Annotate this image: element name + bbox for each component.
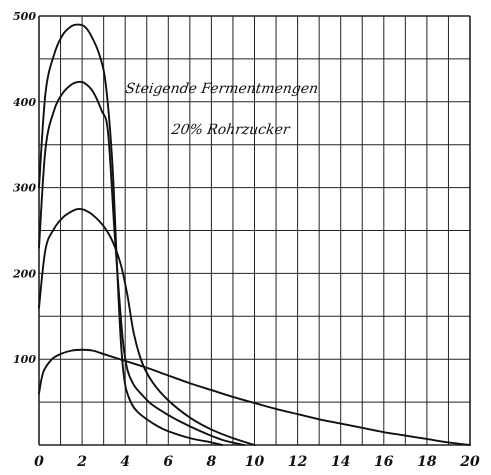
x-tick-label: 14 bbox=[331, 454, 350, 470]
x-tick-label: 4 bbox=[120, 454, 130, 470]
annotation-rohrzucker: 20% Rohrzucker bbox=[170, 122, 292, 138]
x-tick-label: 18 bbox=[417, 454, 437, 470]
y-tick-label: 500 bbox=[13, 10, 36, 23]
annotation-fermentmengen: Steigende Fermentmengen bbox=[124, 81, 319, 97]
series-line-1 bbox=[38, 23, 224, 446]
series-line-4 bbox=[38, 348, 471, 446]
x-tick-label: 10 bbox=[245, 454, 265, 470]
x-tick-label: 12 bbox=[288, 454, 308, 470]
y-tick-label: 100 bbox=[13, 353, 36, 366]
series-lines bbox=[38, 23, 471, 446]
x-tick-label: 20 bbox=[459, 454, 480, 470]
grid bbox=[38, 15, 471, 446]
x-tick-label: 6 bbox=[163, 454, 173, 470]
tick-labels: 0 2 4 6 8 10 12 14 16 18 20 100 200 300 400 500 bbox=[12, 10, 480, 470]
x-tick-label: 16 bbox=[374, 454, 394, 470]
y-tick-label: 300 bbox=[13, 182, 36, 195]
series-line-3 bbox=[38, 207, 256, 446]
y-tick-label: 200 bbox=[12, 267, 36, 280]
x-tick-label: 2 bbox=[76, 454, 87, 470]
x-tick-label: 8 bbox=[207, 454, 217, 470]
x-tick-label: 0 bbox=[34, 454, 44, 470]
y-tick-label: 400 bbox=[13, 96, 36, 109]
